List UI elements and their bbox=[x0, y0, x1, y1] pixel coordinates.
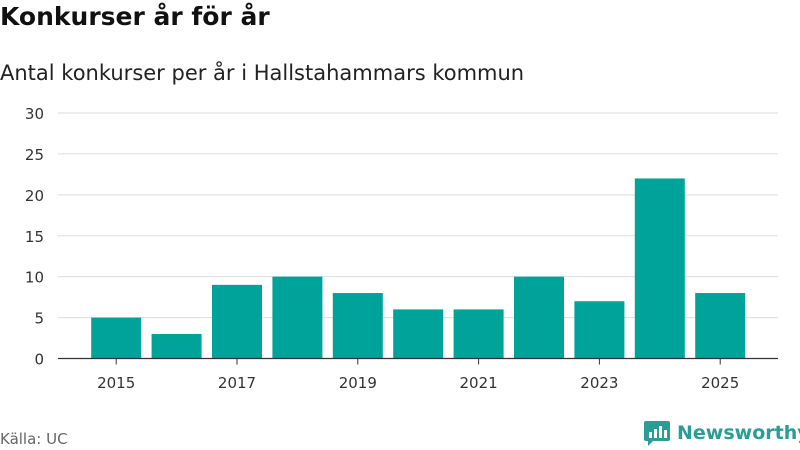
bar bbox=[151, 333, 202, 359]
newsworthy-logo: Newsworthy bbox=[643, 419, 800, 447]
x-tick-label: 2019 bbox=[339, 374, 377, 392]
x-axis-tick-labels: 2015 2017 2019 2021 2023 2025 bbox=[97, 374, 739, 392]
y-axis-tick-labels: 0 5 10 15 20 25 30 bbox=[25, 105, 44, 369]
y-tick-label: 15 bbox=[25, 228, 44, 246]
bars bbox=[91, 178, 746, 359]
x-tick-label: 2023 bbox=[580, 374, 618, 392]
bar bbox=[212, 284, 262, 359]
y-tick-label: 25 bbox=[25, 146, 44, 164]
x-tick-label: 2015 bbox=[97, 374, 135, 392]
bar bbox=[272, 276, 323, 359]
bar bbox=[574, 301, 625, 359]
bar bbox=[695, 293, 746, 359]
bar bbox=[514, 276, 564, 359]
source-note: Källa: UC bbox=[0, 430, 68, 448]
bar bbox=[332, 293, 383, 359]
brand-name: Newsworthy bbox=[677, 422, 800, 444]
y-tick-label: 5 bbox=[34, 310, 44, 328]
bar bbox=[393, 309, 444, 359]
x-tick-label: 2017 bbox=[218, 374, 256, 392]
chart-title: Konkurser år för år bbox=[0, 2, 270, 31]
bar bbox=[634, 178, 685, 359]
bar bbox=[91, 317, 142, 359]
chart-subtitle: Antal konkurser per år i Hallstahammars … bbox=[0, 61, 525, 85]
x-tick-label: 2025 bbox=[701, 374, 739, 392]
y-tick-label: 30 bbox=[25, 105, 44, 123]
x-axis bbox=[58, 357, 778, 365]
y-tick-label: 10 bbox=[25, 269, 44, 287]
x-tick-label: 2021 bbox=[460, 374, 498, 392]
y-tick-label: 20 bbox=[25, 187, 44, 205]
y-tick-label: 0 bbox=[34, 351, 44, 369]
bar bbox=[453, 309, 504, 359]
newsworthy-logo-icon bbox=[644, 421, 670, 446]
